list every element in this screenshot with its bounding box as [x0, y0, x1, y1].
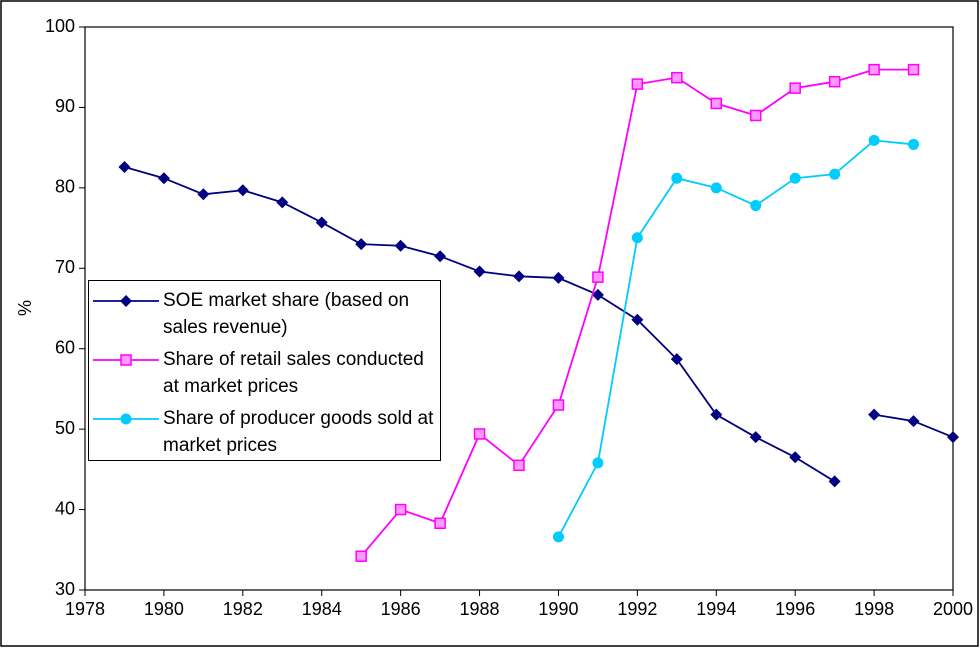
- y-tick-label: 100: [45, 16, 75, 36]
- legend-label: SOE market share (based on sales revenue…: [163, 290, 410, 338]
- series-line: [557, 139, 914, 538]
- marker: [670, 353, 683, 366]
- marker: [592, 457, 604, 469]
- marker: [749, 109, 762, 122]
- legend-swatch: [93, 413, 159, 425]
- y-tick-label: 30: [55, 579, 75, 599]
- marker: [828, 475, 841, 488]
- marker: [120, 413, 132, 425]
- marker: [394, 239, 407, 252]
- marker: [513, 270, 525, 283]
- marker: [908, 138, 920, 150]
- marker: [631, 232, 643, 244]
- marker: [157, 172, 170, 185]
- marker: [868, 63, 880, 76]
- marker: [591, 288, 604, 301]
- marker: [710, 182, 722, 194]
- y-axis-label: %: [15, 300, 35, 316]
- x-tick-label: 1978: [65, 599, 105, 619]
- marker: [789, 451, 802, 464]
- x-tick-label: 1986: [381, 599, 421, 619]
- marker: [868, 408, 881, 421]
- marker: [907, 415, 920, 428]
- marker: [710, 97, 723, 110]
- marker: [355, 238, 368, 251]
- marker: [552, 399, 565, 411]
- x-tick-label: 1994: [696, 599, 736, 619]
- y-tick-label: 50: [55, 418, 75, 438]
- y-tick-label: 90: [55, 96, 75, 116]
- marker: [276, 196, 289, 209]
- marker: [434, 250, 447, 263]
- marker: [671, 172, 683, 184]
- y-tick-label: 80: [55, 177, 75, 197]
- marker: [552, 271, 565, 284]
- plot-area: [84, 26, 954, 591]
- marker: [671, 71, 683, 84]
- marker: [513, 459, 525, 472]
- marker: [828, 75, 841, 88]
- legend: SOE market share (based on sales revenue…: [88, 280, 441, 461]
- marker: [473, 428, 486, 440]
- marker: [710, 408, 723, 421]
- marker: [552, 531, 564, 543]
- marker: [394, 503, 407, 516]
- y-tick-label: 60: [55, 337, 75, 357]
- marker: [907, 63, 920, 76]
- marker: [750, 200, 762, 212]
- marker: [118, 160, 131, 173]
- marker: [631, 313, 644, 326]
- y-tick-label: 70: [55, 257, 75, 277]
- marker: [315, 216, 328, 229]
- legend-swatch: [93, 295, 159, 307]
- marker: [592, 271, 604, 283]
- marker: [434, 517, 446, 529]
- marker: [868, 134, 880, 146]
- x-tick-label: 2000: [933, 599, 973, 619]
- x-tick-label: 1984: [302, 599, 342, 619]
- marker: [355, 550, 367, 562]
- marker: [473, 265, 486, 278]
- marker: [789, 82, 801, 94]
- legend-label: Share of producer goods sold at market p…: [163, 408, 434, 456]
- marker: [120, 295, 132, 307]
- x-tick-label: 1980: [144, 599, 184, 619]
- marker: [120, 354, 132, 366]
- x-tick-label: 1988: [460, 599, 500, 619]
- x-tick-label: 1992: [617, 599, 657, 619]
- marker: [829, 168, 841, 180]
- x-tick-label: 1996: [775, 599, 815, 619]
- x-tick-label: 1998: [854, 599, 894, 619]
- x-tick-label: 1990: [538, 599, 578, 619]
- x-tick-label: 1982: [223, 599, 263, 619]
- marker: [947, 431, 959, 444]
- marker: [197, 188, 210, 201]
- y-tick-label: 40: [55, 498, 75, 518]
- legend-swatch: [93, 354, 159, 366]
- marker: [236, 184, 249, 197]
- marker: [631, 78, 644, 90]
- marker: [789, 172, 801, 184]
- marker: [749, 431, 762, 444]
- legend-label: Share of retail sales conducted at marke…: [163, 349, 424, 397]
